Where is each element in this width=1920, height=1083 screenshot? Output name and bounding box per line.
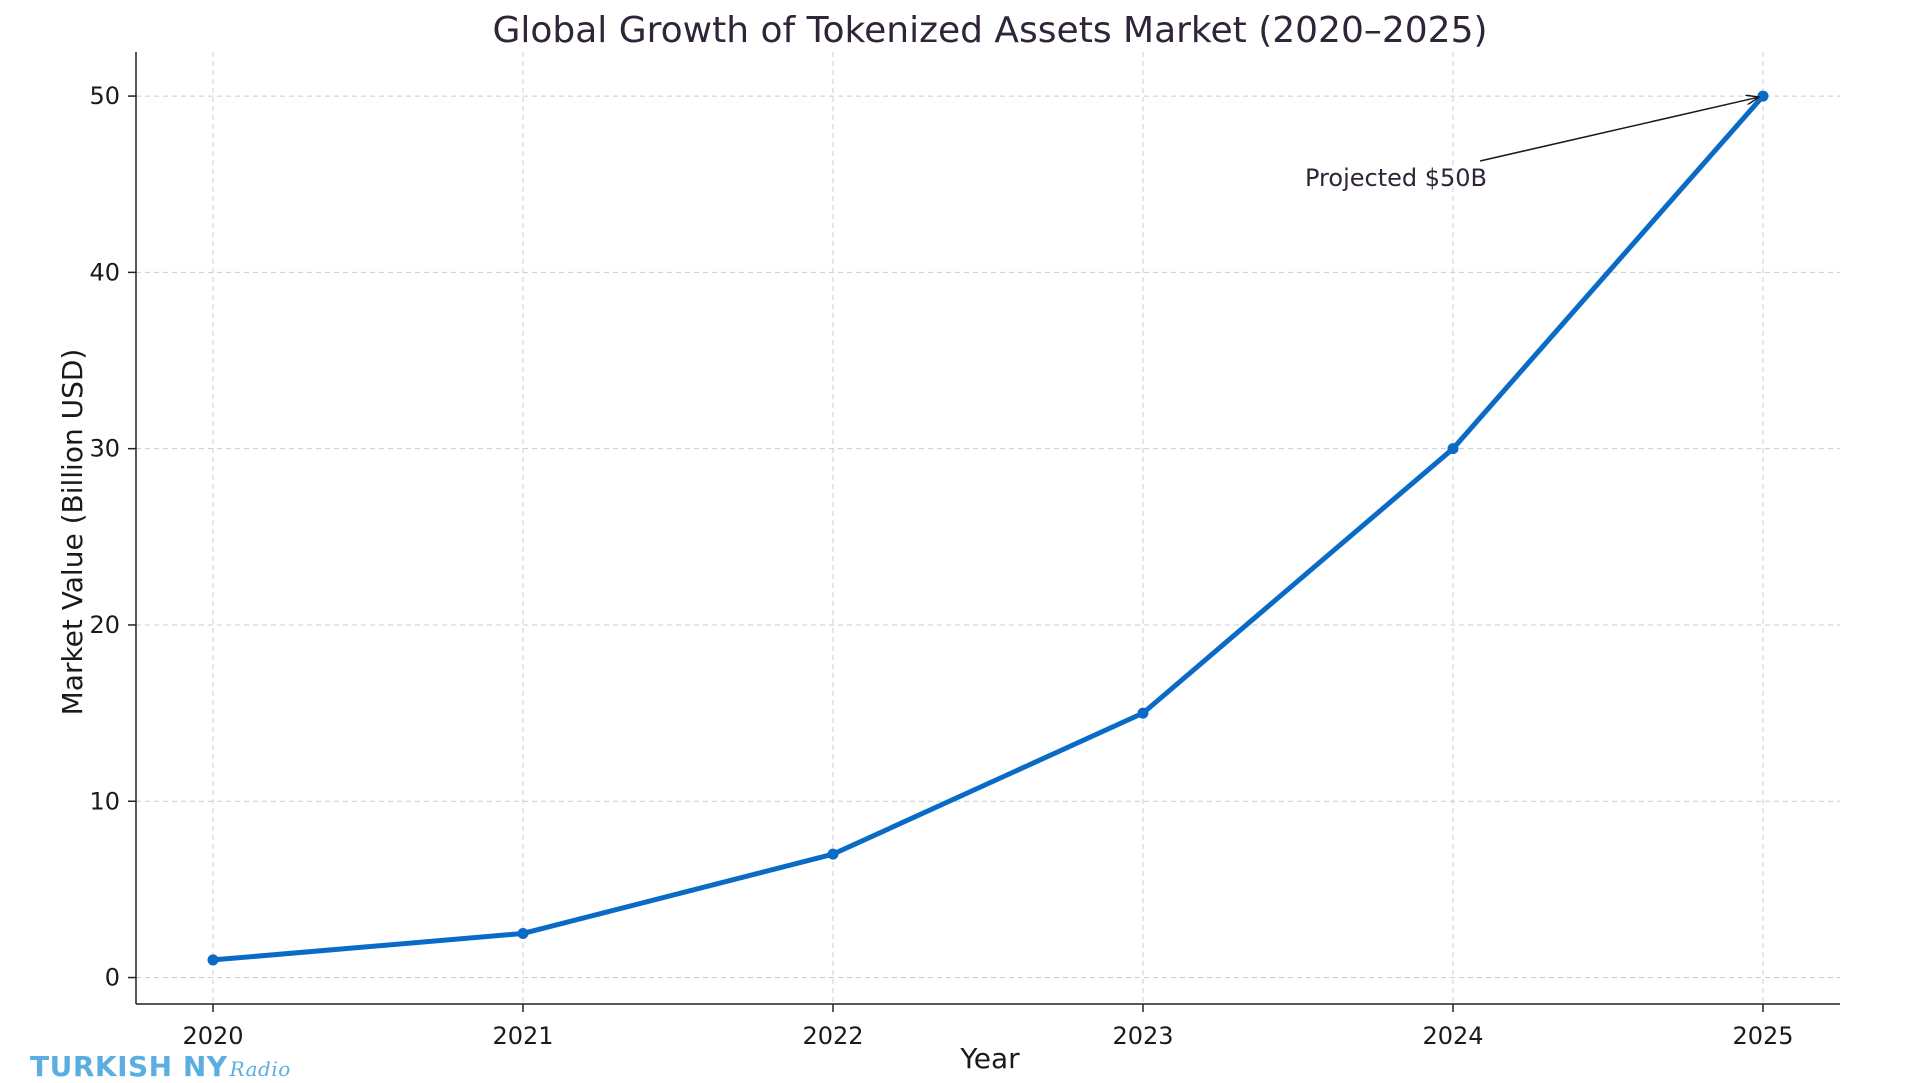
y-tick-label: 20 [89, 611, 120, 639]
watermark-logo: TURKISH NY Radio [30, 1050, 291, 1083]
x-tick-label: 2023 [1112, 1022, 1173, 1050]
x-axis-label: Year [959, 1042, 1020, 1075]
y-tick-label: 10 [89, 787, 120, 815]
grid [136, 52, 1840, 1004]
axes: 2020 2021 2022 2023 2024 2025 0 10 20 30 40 50 [89, 52, 1840, 1050]
data-point [827, 848, 839, 860]
watermark-script: Radio [229, 1057, 291, 1081]
data-point [1447, 443, 1459, 455]
x-tick-label: 2022 [802, 1022, 863, 1050]
y-tick-label: 30 [89, 435, 120, 463]
annotation-arrow [1479, 97, 1759, 162]
data-point [517, 927, 529, 939]
y-tick-label: 40 [89, 258, 120, 286]
annotation: Projected $50B [1305, 97, 1759, 192]
series [207, 90, 1769, 966]
x-tick-label: 2024 [1422, 1022, 1483, 1050]
labels: Global Growth of Tokenized Assets Market… [56, 10, 1488, 1075]
data-point [1137, 707, 1149, 719]
x-tick-label: 2025 [1732, 1022, 1793, 1050]
chart-title: Global Growth of Tokenized Assets Market… [492, 10, 1487, 51]
y-tick-label: 0 [105, 964, 120, 992]
data-point [207, 954, 219, 966]
x-tick-label: 2020 [182, 1022, 243, 1050]
y-tick-label: 50 [89, 82, 120, 110]
data-point [1757, 90, 1769, 102]
watermark-text: TURKISH NY [30, 1050, 228, 1083]
y-axis-label: Market Value (Billion USD) [56, 349, 89, 716]
x-tick-label: 2021 [492, 1022, 553, 1050]
series-line [210, 93, 1766, 963]
annotation-text: Projected $50B [1305, 164, 1487, 192]
